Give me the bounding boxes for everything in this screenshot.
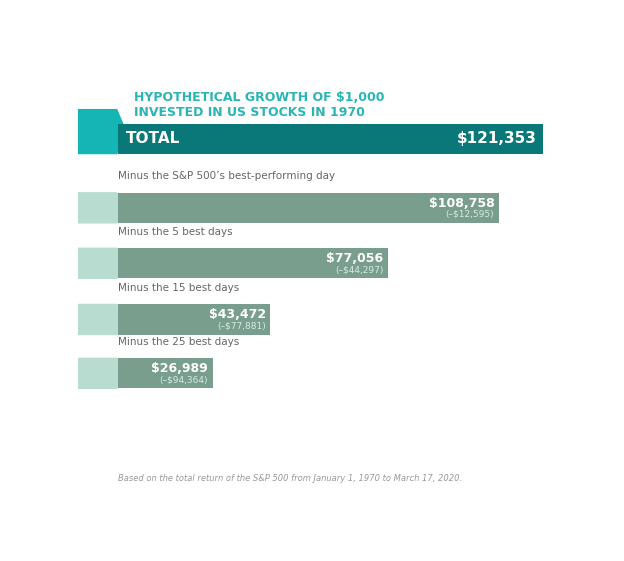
Bar bbox=[119, 249, 388, 278]
Text: Minus the 25 best days: Minus the 25 best days bbox=[119, 337, 240, 347]
Text: HYPOTHETICAL GROWTH OF $1,000: HYPOTHETICAL GROWTH OF $1,000 bbox=[134, 91, 384, 104]
Text: Minus the 15 best days: Minus the 15 best days bbox=[119, 283, 240, 293]
Text: $108,758: $108,758 bbox=[429, 197, 494, 210]
Text: $26,989: $26,989 bbox=[152, 362, 208, 375]
Bar bbox=[119, 123, 543, 154]
Polygon shape bbox=[78, 358, 126, 388]
Text: $121,353: $121,353 bbox=[457, 131, 537, 146]
Bar bbox=[119, 193, 499, 223]
Polygon shape bbox=[78, 249, 126, 278]
Text: (–$77,881): (–$77,881) bbox=[217, 321, 266, 330]
Bar bbox=[119, 305, 270, 334]
Text: Based on the total return of the S&P 500 from January 1, 1970 to March 17, 2020.: Based on the total return of the S&P 500… bbox=[119, 474, 462, 483]
Polygon shape bbox=[78, 193, 126, 223]
Text: $77,056: $77,056 bbox=[326, 252, 383, 265]
Text: (–$12,595): (–$12,595) bbox=[446, 210, 494, 219]
Bar bbox=[119, 358, 213, 388]
Text: INVESTED IN US STOCKS IN 1970: INVESTED IN US STOCKS IN 1970 bbox=[134, 106, 364, 119]
Polygon shape bbox=[78, 109, 126, 154]
Polygon shape bbox=[78, 305, 126, 334]
Text: (–$44,297): (–$44,297) bbox=[335, 265, 383, 274]
Text: (–$94,364): (–$94,364) bbox=[160, 375, 208, 384]
Text: Minus the 5 best days: Minus the 5 best days bbox=[119, 227, 233, 237]
Text: TOTAL: TOTAL bbox=[126, 131, 180, 146]
Text: $43,472: $43,472 bbox=[208, 309, 266, 321]
Text: Minus the S&P 500’s best-performing day: Minus the S&P 500’s best-performing day bbox=[119, 171, 336, 181]
